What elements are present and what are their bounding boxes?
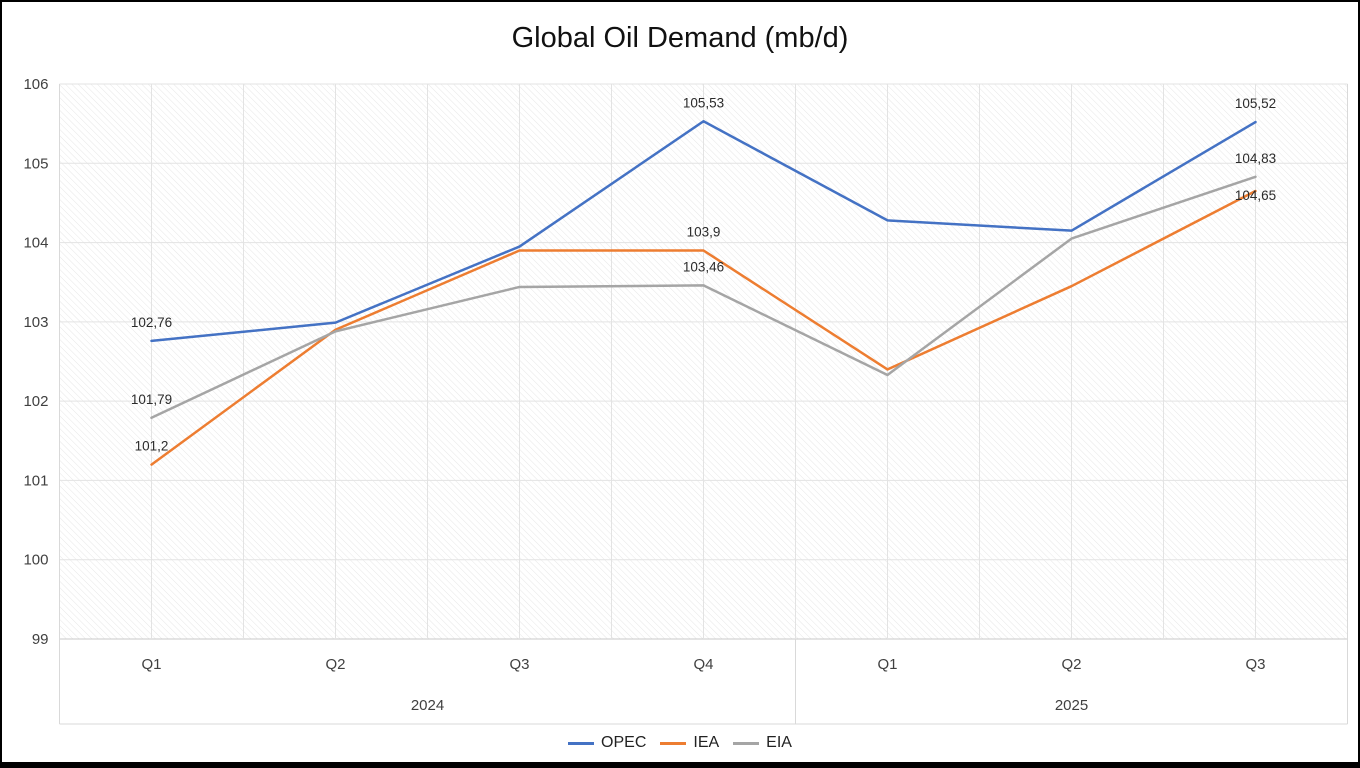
y-axis-tick-label: 103 — [23, 314, 48, 331]
y-axis-tick-label: 101 — [23, 472, 48, 489]
x-axis-tick-label: Q1 — [141, 656, 161, 673]
y-axis-tick-label: 99 — [32, 631, 49, 648]
x-axis-tick-label: Q3 — [509, 656, 529, 673]
x-axis-tick-label: Q2 — [325, 656, 345, 673]
data-label-iea-6: 104,65 — [1235, 188, 1276, 203]
data-label-iea-0: 101,2 — [135, 439, 169, 454]
y-axis-tick-label: 104 — [23, 235, 48, 252]
legend-line-swatch — [733, 741, 760, 745]
legend-line-swatch — [660, 741, 687, 745]
legend-item-eia: EIA — [733, 734, 792, 752]
data-label-eia-3: 103,46 — [683, 259, 724, 274]
y-axis-tick-label: 102 — [23, 393, 48, 410]
data-label-eia-0: 101,79 — [131, 392, 172, 407]
data-label-opec-0: 102,76 — [131, 315, 172, 330]
chart-legend: OPEC IEA EIA — [2, 731, 1358, 755]
series-line-iea — [150, 189, 1257, 466]
y-axis-tick-label: 106 — [23, 76, 48, 93]
x-axis-tick-label: Q2 — [1061, 656, 1081, 673]
legend-item-opec: OPEC — [568, 734, 646, 752]
chart-canvas: 106 105 104 103 102 101 100 99 Q1 Q2 Q3 Q4 Q1 Q2 Q3 202… — [23, 76, 1348, 725]
data-label-eia-6: 104,83 — [1235, 151, 1276, 166]
series-line-opec — [150, 120, 1257, 343]
x-axis-year-label: 2024 — [411, 697, 444, 714]
x-axis-tick-label: Q1 — [877, 656, 897, 673]
data-label-opec-3: 105,53 — [683, 95, 724, 110]
gridlines — [59, 83, 1348, 640]
legend-label: EIA — [766, 734, 792, 751]
y-axis-tick-label: 105 — [23, 155, 48, 172]
x-axis-year-label: 2025 — [1055, 697, 1088, 714]
data-label-iea-3: 103,9 — [687, 225, 721, 240]
legend-label: OPEC — [601, 734, 647, 751]
legend-label: IEA — [693, 734, 720, 751]
legend-item-iea: IEA — [660, 734, 719, 752]
chart-title: Global Oil Demand (mb/d) — [511, 22, 849, 54]
legend-line-swatch — [568, 741, 595, 745]
x-axis-tick-label: Q4 — [693, 656, 713, 673]
y-axis-tick-label: 100 — [23, 552, 48, 569]
series-line-eia — [150, 175, 1257, 420]
x-axis-tick-label: Q3 — [1245, 656, 1265, 673]
data-label-opec-6: 105,52 — [1235, 96, 1276, 111]
